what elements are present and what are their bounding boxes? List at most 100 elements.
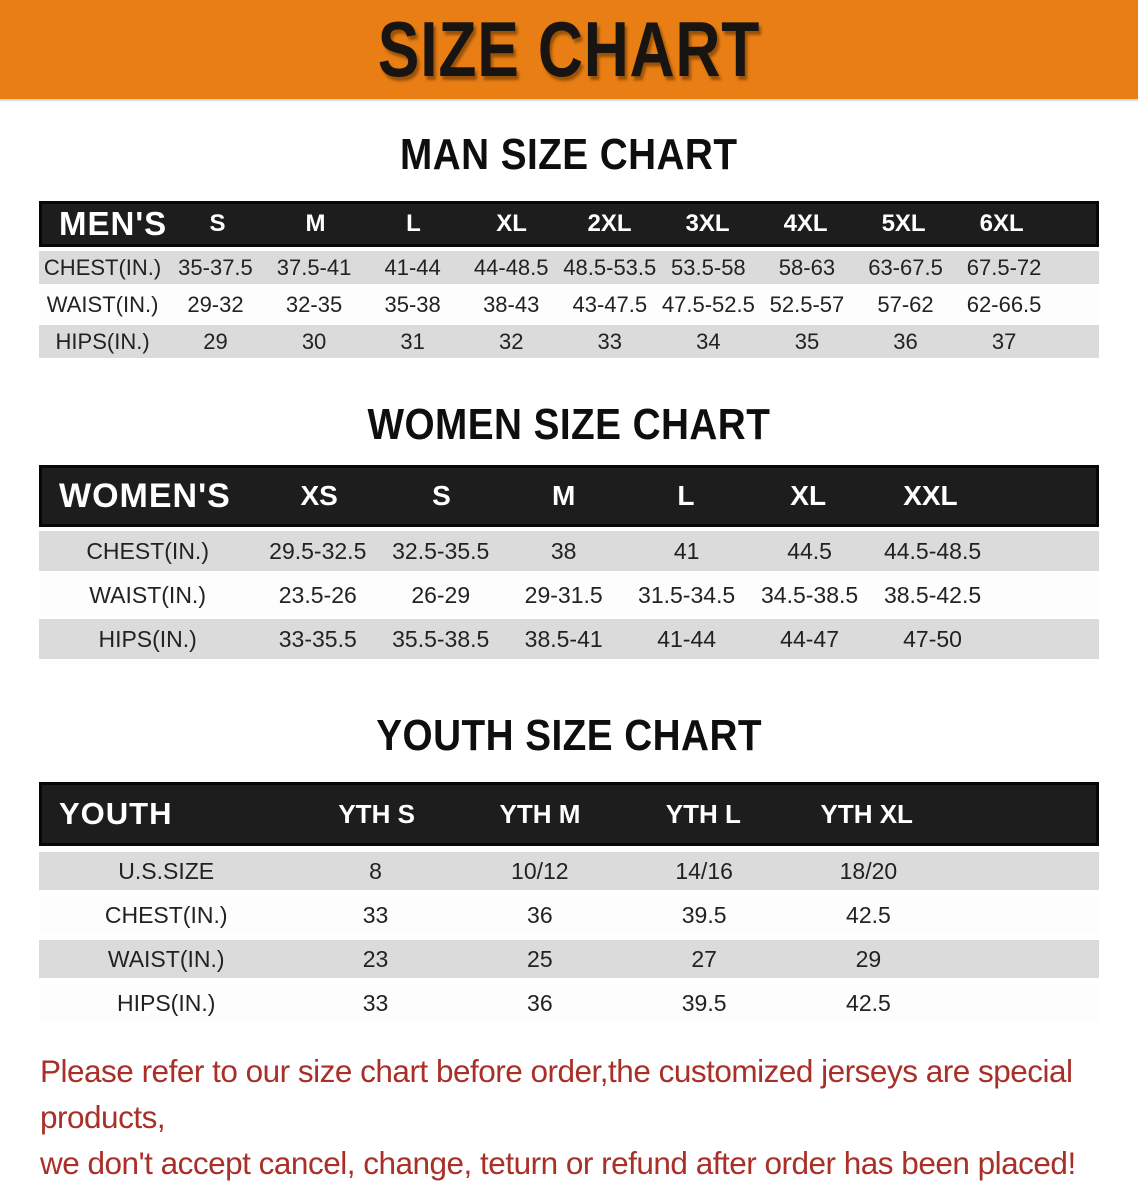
table-cell: 32-35 bbox=[285, 291, 343, 317]
table-cell: 37.5-41 bbox=[276, 254, 352, 280]
table-cell: 63-67.5 bbox=[868, 254, 943, 280]
youth-ussize-row: U.S.SIZE 8 10/12 14/16 18/20 bbox=[39, 852, 1099, 890]
table-cell: 36 bbox=[527, 989, 553, 1016]
mens-size-header-m: M bbox=[305, 210, 326, 237]
table-cell: 10/12 bbox=[511, 857, 569, 884]
size-chart-banner: SIZE CHART bbox=[0, 0, 1138, 101]
womens-hips-row: HIPS(IN.) 33-35.5 35.5-38.5 38.5-41 41-4… bbox=[39, 619, 1099, 659]
table-cell: 29.5-32.5 bbox=[269, 537, 367, 564]
table-cell: 58-63 bbox=[778, 254, 836, 280]
mens-size-header-2xl: 2XL bbox=[587, 210, 632, 237]
table-cell: 35.5-38.5 bbox=[392, 625, 490, 652]
row-label: U.S.SIZE bbox=[118, 857, 215, 884]
womens-chest-row: CHEST(IN.) 29.5-32.5 32.5-35.5 38 41 44.… bbox=[39, 531, 1099, 571]
youth-section-heading: YOUTH SIZE CHART bbox=[0, 711, 1138, 761]
table-cell: 39.5 bbox=[681, 901, 727, 928]
womens-size-header-xxl: XXL bbox=[903, 480, 958, 511]
row-label: CHEST(IN.) bbox=[104, 901, 228, 928]
youth-table-header-row: YOUTH YTH S YTH M YTH L YTH XL bbox=[39, 782, 1099, 846]
table-cell: 57-62 bbox=[877, 291, 934, 317]
mens-size-header-5xl: 5XL bbox=[881, 210, 926, 237]
mens-size-header-l: L bbox=[406, 210, 421, 237]
table-cell: 62-66.5 bbox=[966, 291, 1042, 317]
row-label: HIPS(IN.) bbox=[55, 328, 150, 354]
table-cell: 33 bbox=[362, 989, 389, 1016]
table-cell: 8 bbox=[369, 857, 382, 884]
disclaimer-text: Please refer to our size chart before or… bbox=[40, 1048, 1138, 1186]
youth-size-header-s: YTH S bbox=[338, 798, 415, 829]
table-cell: 18/20 bbox=[839, 857, 898, 884]
mens-size-header-xl: XL bbox=[496, 210, 527, 237]
mens-size-header-s: S bbox=[209, 210, 226, 237]
table-cell: 23 bbox=[362, 945, 389, 972]
row-label: WAIST(IN.) bbox=[89, 581, 206, 608]
womens-waist-row: WAIST(IN.) 23.5-26 26-29 29-31.5 31.5-34… bbox=[39, 575, 1099, 615]
mens-chest-row: CHEST(IN.) 35-37.5 37.5-41 41-44 44-48.5… bbox=[39, 251, 1099, 284]
disclaimer-line-2: we don't accept cancel, change, teturn o… bbox=[40, 1145, 1076, 1181]
table-cell: 41 bbox=[673, 537, 700, 564]
table-cell: 31 bbox=[400, 328, 425, 354]
mens-size-header-4xl: 4XL bbox=[783, 210, 828, 237]
table-cell: 14/16 bbox=[675, 857, 733, 884]
row-label: WAIST(IN.) bbox=[107, 945, 225, 972]
disclaimer-line-1: Please refer to our size chart before or… bbox=[40, 1053, 1073, 1135]
row-label: CHEST(IN.) bbox=[43, 254, 162, 280]
womens-size-header-s: S bbox=[432, 480, 451, 511]
table-cell: 26-29 bbox=[411, 581, 471, 608]
table-cell: 33-35.5 bbox=[278, 625, 357, 652]
youth-size-header-l: YTH L bbox=[665, 798, 741, 829]
mens-hips-row: HIPS(IN.) 29 30 31 32 33 34 35 36 37 bbox=[39, 325, 1099, 358]
womens-size-table: WOMEN'S XS S M L XL XXL CHEST(IN.) 29.5-… bbox=[39, 465, 1099, 659]
womens-size-header-m: M bbox=[552, 480, 576, 511]
mens-section-heading: MAN SIZE CHART bbox=[0, 130, 1138, 180]
table-cell: 38-43 bbox=[483, 291, 540, 317]
table-cell: 33 bbox=[597, 328, 623, 354]
row-label: HIPS(IN.) bbox=[98, 625, 197, 652]
table-cell: 48.5-53.5 bbox=[563, 254, 657, 280]
table-cell: 32 bbox=[498, 328, 524, 354]
table-cell: 52.5-57 bbox=[769, 291, 845, 317]
mens-waist-row: WAIST(IN.) 29-32 32-35 35-38 38-43 43-47… bbox=[39, 288, 1099, 321]
table-cell: 23.5-26 bbox=[278, 581, 357, 608]
table-cell: 31.5-34.5 bbox=[638, 581, 736, 608]
table-cell: 29-32 bbox=[187, 291, 244, 317]
youth-table-corner-label: YOUTH bbox=[59, 796, 173, 831]
youth-chest-row: CHEST(IN.) 33 36 39.5 42.5 bbox=[39, 896, 1099, 934]
table-cell: 44-48.5 bbox=[473, 254, 549, 280]
table-cell: 34.5-38.5 bbox=[760, 581, 859, 608]
table-cell: 41-44 bbox=[657, 625, 717, 652]
womens-size-header-xs: XS bbox=[300, 480, 338, 511]
table-cell: 42.5 bbox=[846, 989, 891, 1016]
table-cell: 27 bbox=[691, 945, 717, 972]
table-cell: 44-47 bbox=[780, 625, 839, 652]
table-cell: 35 bbox=[794, 328, 820, 354]
table-cell: 38.5-42.5 bbox=[883, 581, 982, 608]
youth-hips-row: HIPS(IN.) 33 36 39.5 42.5 bbox=[39, 984, 1099, 1022]
womens-size-header-xl: XL bbox=[790, 480, 827, 511]
table-cell: 29 bbox=[855, 945, 882, 972]
table-cell: 35-38 bbox=[384, 291, 441, 317]
table-cell: 38.5-41 bbox=[524, 625, 603, 652]
youth-size-table: YOUTH YTH S YTH M YTH L YTH XL U.S.SIZE … bbox=[39, 782, 1099, 1022]
womens-table-header-row: WOMEN'S XS S M L XL XXL bbox=[39, 465, 1099, 527]
table-cell: 25 bbox=[527, 945, 553, 972]
table-cell: 29 bbox=[203, 328, 228, 354]
page-title: SIZE CHART bbox=[377, 5, 761, 93]
table-cell: 33 bbox=[362, 901, 389, 928]
table-cell: 47.5-52.5 bbox=[661, 291, 755, 317]
table-cell: 32.5-35.5 bbox=[392, 537, 490, 564]
womens-section-heading-text: WOMEN SIZE CHART bbox=[367, 400, 771, 449]
row-label: CHEST(IN.) bbox=[86, 537, 209, 564]
table-cell: 35-37.5 bbox=[178, 254, 253, 280]
table-cell: 41-44 bbox=[384, 254, 441, 280]
row-label: WAIST(IN.) bbox=[46, 291, 159, 317]
table-cell: 67.5-72 bbox=[966, 254, 1042, 280]
womens-section-heading: WOMEN SIZE CHART bbox=[0, 400, 1138, 450]
table-cell: 36 bbox=[893, 328, 918, 354]
table-cell: 47-50 bbox=[903, 625, 962, 652]
table-cell: 43-47.5 bbox=[572, 291, 648, 317]
table-cell: 39.5 bbox=[681, 989, 727, 1016]
youth-size-header-xl: YTH XL bbox=[820, 798, 913, 829]
table-cell: 37 bbox=[991, 328, 1017, 354]
youth-waist-row: WAIST(IN.) 23 25 27 29 bbox=[39, 940, 1099, 978]
